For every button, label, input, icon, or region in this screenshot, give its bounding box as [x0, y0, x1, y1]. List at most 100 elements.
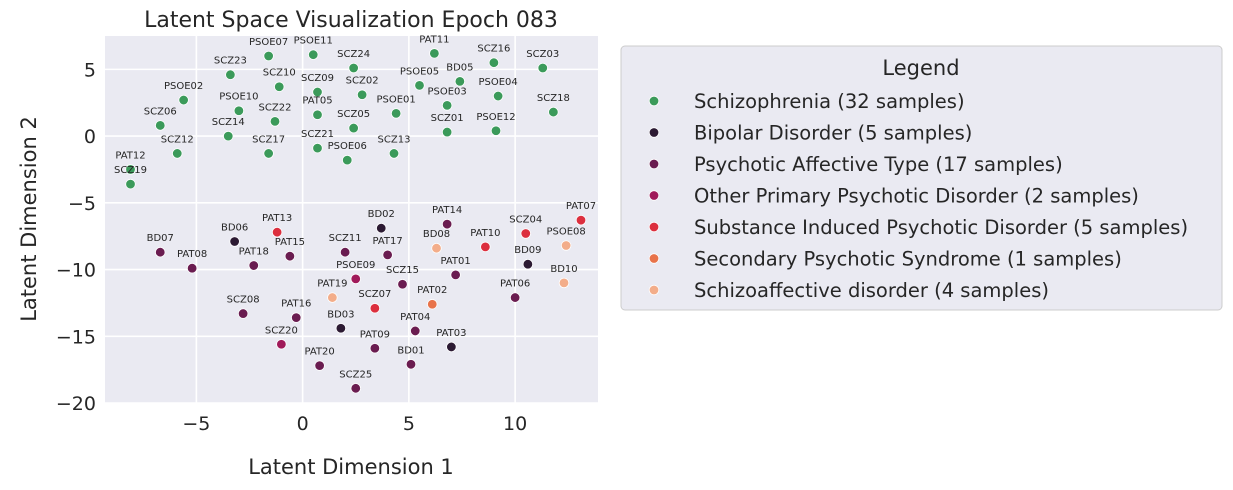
data-point [441, 100, 453, 111]
point-label: PAT06 [500, 279, 530, 290]
legend-entry-label: Substance Induced Psychotic Disorder (5 … [694, 216, 1188, 239]
point-label: PAT12 [115, 150, 145, 161]
x-axis-label: Latent Dimension 1 [248, 455, 454, 479]
point-label: PSOE09 [336, 260, 375, 271]
legend-marker [648, 253, 660, 264]
data-point [454, 76, 466, 87]
point-label: BD10 [550, 264, 577, 275]
y-tick-label: 0 [84, 126, 96, 148]
point-label: PSOE05 [400, 66, 439, 77]
data-point [558, 277, 570, 289]
data-point [405, 359, 417, 370]
x-tick-label: 5 [403, 413, 415, 435]
data-point [125, 164, 136, 175]
point-label: PSOE04 [478, 77, 517, 88]
axis-ticks: −5 0 5 10 −20 −15 −10 −5 0 5 [56, 59, 527, 435]
data-point [441, 218, 453, 230]
point-label: PAT04 [400, 312, 430, 323]
point-label: PAT11 [419, 34, 449, 45]
data-point [225, 69, 236, 80]
data-point [488, 57, 500, 68]
data-point [339, 246, 351, 258]
point-label: PSOE07 [249, 37, 288, 48]
x-tick-label: 0 [297, 413, 309, 435]
point-label: SCZ01 [431, 113, 464, 124]
point-label: SCZ21 [301, 129, 334, 140]
point-label: SCZ23 [214, 56, 247, 67]
legend-entry-label: Schizoaffective disorder (4 samples) [694, 279, 1049, 302]
point-label: SCZ13 [378, 134, 411, 145]
legend-entry-label: Bipolar Disorder (5 samples) [694, 122, 972, 145]
data-point [284, 251, 296, 262]
y-tick-label: −10 [56, 260, 96, 282]
legend-frame [620, 45, 1223, 311]
data-point [369, 303, 381, 314]
point-label: SCZ25 [339, 369, 372, 380]
data-point [548, 106, 559, 118]
point-label: SCZ14 [212, 117, 245, 128]
point-label: SCZ24 [337, 49, 370, 60]
point-label: PAT09 [360, 329, 390, 340]
point-label: SCZ10 [263, 68, 296, 79]
data-point [155, 120, 166, 131]
y-tick-label: −5 [68, 193, 96, 215]
point-label: PAT13 [262, 213, 292, 224]
point-label: SCZ22 [259, 102, 292, 113]
data-point [269, 116, 281, 127]
point-label: SCZ06 [144, 106, 177, 117]
data-point [537, 62, 548, 74]
legend-marker [648, 221, 660, 233]
data-point [429, 48, 440, 59]
point-label: BD08 [423, 229, 450, 240]
point-label: PSOE06 [328, 141, 367, 152]
data-point [382, 249, 393, 261]
point-label: SCZ18 [537, 93, 570, 104]
data-point [390, 108, 402, 119]
data-point [274, 81, 285, 92]
point-label: PAT05 [302, 96, 332, 107]
data-point [155, 246, 166, 258]
point-label: PAT16 [281, 299, 311, 310]
data-point [397, 279, 408, 290]
data-point [312, 142, 323, 154]
legend-entry-label: Secondary Psychotic Syndrome (1 samples) [694, 248, 1122, 271]
point-label: BD06 [221, 223, 248, 234]
data-point [441, 126, 453, 138]
data-point [271, 226, 283, 238]
point-label: PSOE11 [294, 36, 333, 47]
legend-marker [648, 284, 660, 296]
point-label: BD09 [514, 245, 541, 256]
data-point [229, 236, 240, 247]
data-point [414, 80, 425, 91]
point-label: BD05 [446, 62, 473, 73]
legend-title: Legend [882, 56, 959, 80]
point-label: PAT19 [317, 279, 347, 290]
data-point [509, 292, 521, 303]
point-label: PSOE08 [546, 227, 585, 238]
point-label: SCZ12 [161, 134, 194, 145]
legend-marker [648, 127, 660, 138]
data-point [348, 62, 359, 74]
data-point [350, 273, 361, 285]
data-point [308, 49, 319, 60]
data-point [335, 323, 347, 334]
data-point [263, 50, 274, 62]
data-point [348, 122, 359, 134]
data-points [125, 48, 587, 394]
data-point [369, 343, 381, 354]
point-label: SCZ17 [252, 134, 285, 145]
data-point [350, 383, 361, 394]
point-label: SCZ11 [329, 233, 362, 244]
y-tick-label: 5 [84, 59, 96, 81]
data-point [431, 242, 442, 254]
point-label: SCZ07 [358, 289, 391, 300]
data-point [223, 130, 234, 142]
data-point [178, 94, 189, 106]
point-label: PAT17 [372, 236, 402, 247]
point-label: BD02 [368, 209, 395, 220]
data-point [376, 222, 387, 234]
data-point [248, 260, 259, 271]
point-label: SCZ04 [509, 215, 542, 226]
data-point [410, 325, 421, 337]
data-point [125, 178, 136, 190]
